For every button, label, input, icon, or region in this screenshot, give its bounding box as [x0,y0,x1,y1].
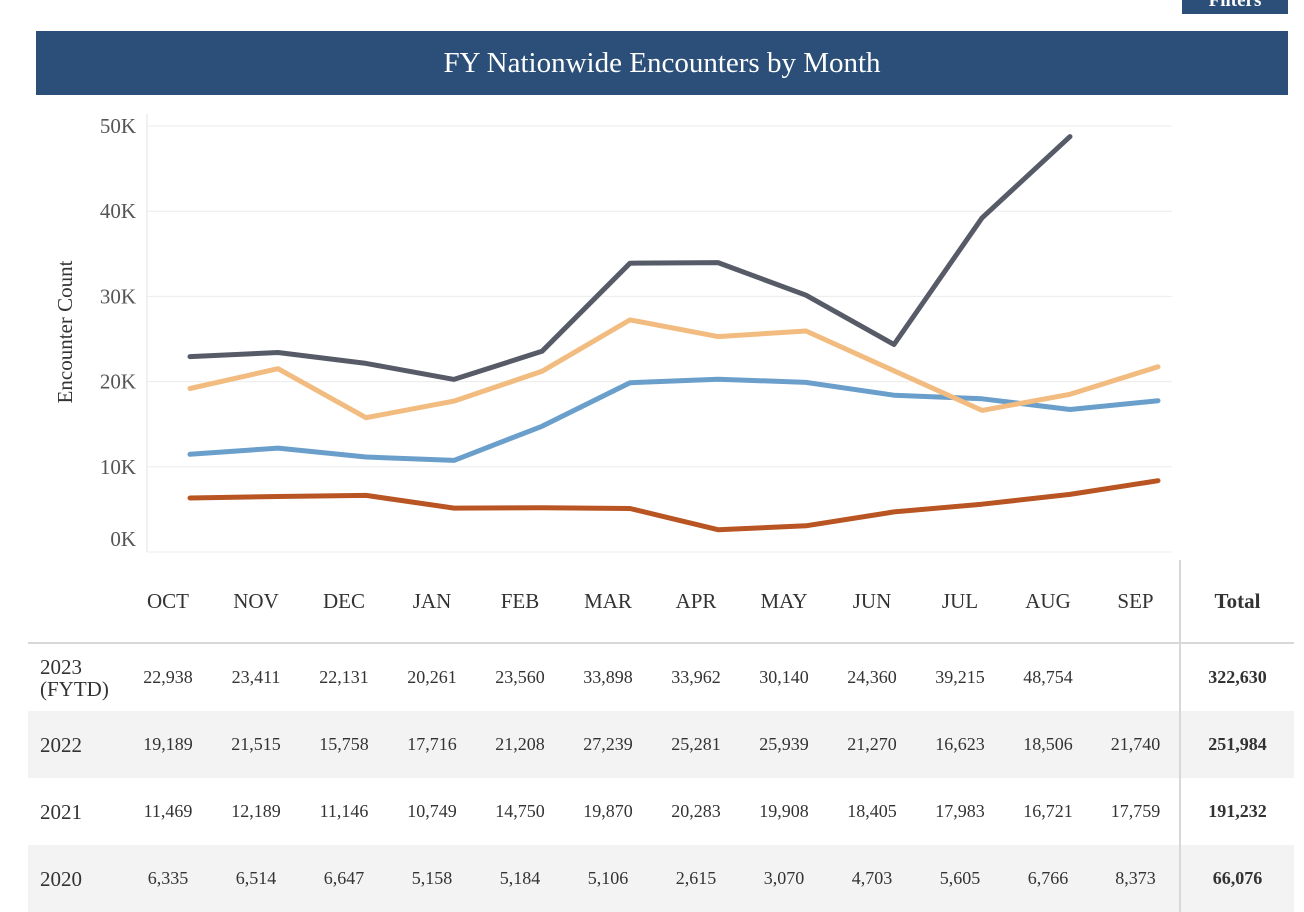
month-header: SEP [1092,560,1180,644]
month-header: JAN [388,560,476,644]
y-tick-label: 10K [100,455,136,479]
table-cell: 18,506 [1004,711,1092,778]
table-cell: 21,270 [828,711,916,778]
table-cell: 12,189 [231,801,281,821]
table-cell: 20,283 [671,801,721,821]
row-label: 2022 [28,711,124,778]
table-cell: 17,759 [1110,801,1161,821]
table-cell: 6,514 [212,845,300,912]
month-header: FEB [476,560,564,644]
table-cell: 5,605 [916,845,1004,912]
line-chart: 0K 10K 20K 30K 40K 50K Encounter Count [53,114,1172,553]
table-row: 2021 11,469 12,189 11,146 10,749 14,750 19,870… [28,778,1294,845]
month-header: JUN [828,560,916,644]
table-cell: 33,898 [583,667,633,687]
total-header: Total [1179,560,1294,644]
table-cell: 33,962 [671,667,721,687]
month-header: AUG [1004,560,1092,644]
table-cell: 11,146 [319,801,369,821]
row-label: 2023 (FYTD) [40,654,109,701]
y-tick-label: 40K [100,199,136,223]
month-header: MAR [564,560,652,644]
y-axis-label: Encounter Count [53,260,77,403]
row-label: 2020 [28,845,124,912]
row-label: 2021 [40,799,82,824]
table-cell [1092,643,1180,711]
table-cell: 3,070 [740,845,828,912]
table-cell: 19,189 [124,711,212,778]
grid-layer [146,114,1172,553]
y-axis-ticks: 0K 10K 20K 30K 40K 50K [100,114,136,551]
table-cell: 21,740 [1092,711,1180,778]
table-row: 2022 19,189 21,515 15,758 17,716 21,208 27,239… [28,711,1294,778]
table-cell: 5,184 [476,845,564,912]
table-cell: 48,754 [1023,667,1073,687]
month-header: OCT [124,560,212,644]
table-cell: 8,373 [1092,845,1180,912]
series-layer [187,134,1161,533]
table-cell: 23,560 [495,667,545,687]
table-cell: 10,749 [407,801,457,821]
y-tick-label: 50K [100,114,136,138]
table-cell: 19,908 [759,801,809,821]
table-cell: 6,766 [1004,845,1092,912]
table-cell: 39,215 [935,667,985,687]
data-table: OCT NOV DEC JAN FEB MAR APR MAY JUN JUL AUG SEP Tota… [28,560,1294,912]
table-cell: 5,158 [388,845,476,912]
table-body: 2023 (FYTD) 22,938 23,411 22,131 20,261 23,56… [28,643,1294,912]
series-line [187,317,1161,421]
table-cell: 4,703 [828,845,916,912]
month-header: APR [652,560,740,644]
table-cell: 6,647 [300,845,388,912]
table-row: 2023 (FYTD) 22,938 23,411 22,131 20,261 23,56… [28,643,1294,711]
table-cell: 2,615 [652,845,740,912]
row-total: 322,630 [1179,643,1294,711]
table-cell: 15,758 [300,711,388,778]
row-total: 66,076 [1179,845,1294,912]
table-cell: 20,261 [407,667,457,687]
chart-title-banner: FY Nationwide Encounters by Month [36,31,1288,95]
table-cell: 5,106 [564,845,652,912]
table-header-row: OCT NOV DEC JAN FEB MAR APR MAY JUN JUL AUG SEP Tota… [28,560,1294,644]
table-cell: 11,469 [143,801,193,821]
table-cell: 23,411 [231,667,281,687]
table-cell: 6,335 [124,845,212,912]
table-cell: 27,239 [564,711,652,778]
table-cell: 16,721 [1023,801,1073,821]
series-line [187,134,1073,382]
table-cell: 22,131 [319,667,369,687]
table-row: 2020 6,335 6,514 6,647 5,158 5,184 5,106 2,615 3… [28,845,1294,912]
table-cell: 21,515 [212,711,300,778]
y-tick-label: 0K [110,527,136,551]
y-tick-label: 30K [100,284,136,308]
filters-button[interactable]: Filters [1182,0,1288,14]
table-cell: 17,983 [935,801,985,821]
table-cell: 19,870 [583,801,633,821]
month-header: MAY [740,560,828,644]
month-header: NOV [212,560,300,644]
y-tick-label: 20K [100,370,136,394]
table-cell: 25,281 [652,711,740,778]
series-line [187,376,1161,463]
table-cell: 25,939 [740,711,828,778]
table-cell: 22,938 [143,667,193,687]
month-header: JUL [916,560,1004,644]
table-cell: 24,360 [847,667,897,687]
table-corner-cell [28,560,124,644]
chart-title: FY Nationwide Encounters by Month [443,46,881,79]
table-cell: 16,623 [916,711,1004,778]
series-line [187,478,1161,533]
table-cell: 30,140 [759,667,809,687]
table-cell: 21,208 [476,711,564,778]
row-total: 251,984 [1179,711,1294,778]
table-cell: 18,405 [847,801,897,821]
month-header: DEC [300,560,388,644]
table-cell: 14,750 [495,801,545,821]
row-total: 191,232 [1179,778,1294,845]
table-cell: 17,716 [388,711,476,778]
